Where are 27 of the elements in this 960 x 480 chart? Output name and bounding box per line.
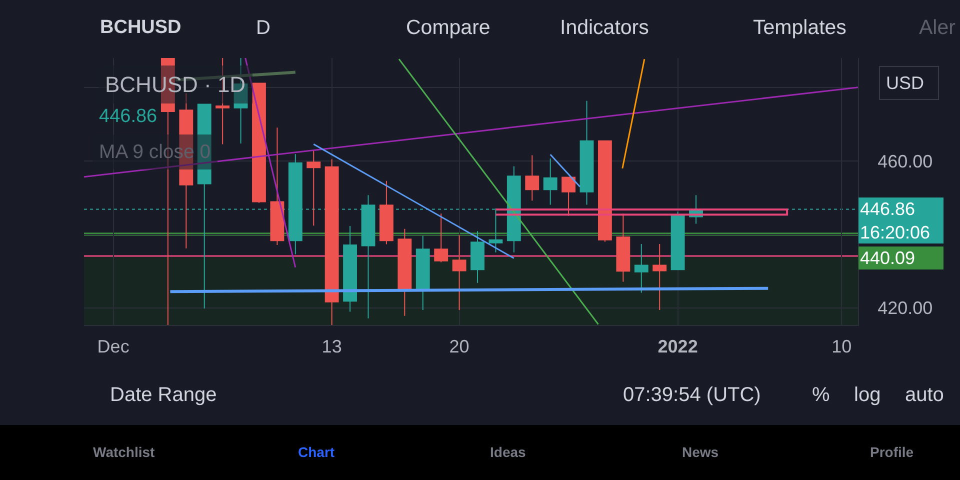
- x-tick-label: 20: [449, 336, 470, 357]
- text: Aler: [919, 16, 956, 39]
- text: %: [812, 384, 830, 406]
- text: Profile: [870, 444, 914, 460]
- text: Chart: [298, 444, 335, 460]
- text: log: [854, 384, 881, 406]
- text: Ideas: [490, 444, 526, 460]
- x-tick-label: 2022: [658, 336, 698, 357]
- text: Indicators: [560, 16, 649, 39]
- ref-line-label: 440.09: [860, 248, 916, 268]
- y-tick-label: 420.00: [878, 298, 933, 318]
- ref-line-label: 446.86 16:20:06: [860, 199, 930, 242]
- text: USD: [886, 73, 924, 93]
- text: 07:39:54 (UTC): [623, 384, 761, 406]
- text: Watchlist: [93, 444, 156, 460]
- x-tick-label: 10: [832, 336, 852, 357]
- y-tick-label: 460.00: [878, 151, 933, 172]
- text: Templates: [753, 16, 846, 39]
- x-tick-label: 13: [322, 336, 342, 357]
- annotation: 446.86: [99, 106, 158, 127]
- text: News: [682, 444, 719, 460]
- text: D: [256, 17, 270, 39]
- text: auto: [905, 384, 944, 406]
- text: Date Range: [110, 384, 217, 406]
- x-tick-label: Dec: [97, 336, 130, 357]
- text: Compare: [406, 16, 490, 39]
- text: BCHUSD: [100, 17, 182, 38]
